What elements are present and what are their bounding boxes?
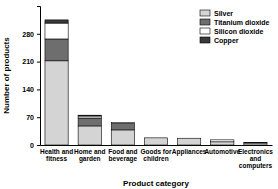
x-axis-title: Product category xyxy=(123,179,189,188)
y-axis-title: Number of products xyxy=(2,37,11,114)
bar-segment xyxy=(78,118,101,126)
x-tick-label: Health andfitness xyxy=(40,148,73,162)
bar-segment xyxy=(144,137,167,138)
plot: 070140210280Health andfitnessHome andgar… xyxy=(22,7,273,171)
legend: Silver Titanium dioxide Silicon dioxide Cop… xyxy=(200,10,270,45)
bar-segment xyxy=(45,39,68,61)
x-tick: Automotive xyxy=(204,148,240,155)
x-tick-label: Food andbeverage xyxy=(108,148,137,163)
x-tick-label: Goods forchildren xyxy=(140,148,172,162)
bar-segment xyxy=(144,138,167,145)
y-tick: 0 xyxy=(30,142,40,149)
x-tick-label-line: Food and xyxy=(108,148,137,155)
x-tick-label: Automotive xyxy=(204,148,240,155)
legend-item: Copper xyxy=(200,37,239,45)
x-tick: Food andbeverage xyxy=(108,148,137,163)
bar-segment xyxy=(78,115,101,117)
y-tick-mark xyxy=(37,62,40,63)
bar-segment xyxy=(244,142,267,143)
bar-segment xyxy=(45,23,68,39)
y-tick-label: 280 xyxy=(22,31,34,38)
series-bars xyxy=(45,39,134,130)
bar-segment xyxy=(178,138,201,139)
x-tick-label-line: garden xyxy=(79,155,101,163)
x-tick-label-line: Home and xyxy=(74,148,105,155)
x-tick-label-line: fitness xyxy=(46,155,67,162)
legend-label: Titanium dioxide xyxy=(214,19,270,26)
legend-item: Titanium dioxide xyxy=(200,19,270,26)
x-tick-label-line: Automotive xyxy=(204,148,240,155)
x-tick-label: Electronicsandcomputers xyxy=(238,148,273,170)
y-tick: 70 xyxy=(26,114,40,121)
bar-segment xyxy=(111,130,134,145)
series-bars xyxy=(45,61,267,145)
legend-label: Silver xyxy=(214,10,233,17)
y-tick-label: 70 xyxy=(26,114,34,121)
x-tick: Electronicsandcomputers xyxy=(238,148,273,170)
bar-segment xyxy=(178,138,201,139)
x-tick-label-line: Goods for xyxy=(140,148,172,155)
legend-swatch xyxy=(200,10,210,16)
y-tick-label: 210 xyxy=(22,58,34,65)
x-tick-label-line: computers xyxy=(239,162,273,170)
y-tick-mark xyxy=(37,89,40,90)
bar-segment xyxy=(144,137,167,138)
x-axis: Health andfitnessHome andgardenFood andb… xyxy=(40,146,273,171)
y-tick: 280 xyxy=(22,31,40,38)
x-tick-label-line: and xyxy=(250,155,262,162)
series-bars xyxy=(45,23,234,142)
y-axis-line xyxy=(37,7,41,146)
y-tick-mark xyxy=(37,117,40,118)
bar-segment xyxy=(244,143,267,144)
bar-segment xyxy=(45,20,68,23)
x-tick: Health andfitness xyxy=(40,148,73,162)
legend-item: Silver xyxy=(200,10,233,17)
x-axis-line xyxy=(41,145,273,146)
bar-segment xyxy=(211,139,234,140)
bars xyxy=(45,20,267,145)
bar-segment xyxy=(78,126,101,145)
bar-segment xyxy=(111,122,134,123)
chart: 070140210280Health andfitnessHome andgar… xyxy=(0,0,278,189)
x-tick-label-line: Health and xyxy=(40,148,73,155)
bar-segment xyxy=(178,138,201,139)
bar-segment xyxy=(244,143,267,145)
x-tick-label-line: Electronics xyxy=(238,148,273,155)
bar-segment xyxy=(211,140,234,142)
y-tick: 140 xyxy=(22,86,40,93)
bar-segment xyxy=(78,116,101,118)
bar-segment xyxy=(178,138,201,145)
legend-item: Silicon dioxide xyxy=(200,28,264,35)
legend-label: Copper xyxy=(214,37,239,45)
x-tick-label: Appliances xyxy=(172,148,207,156)
legend-swatch xyxy=(200,37,210,43)
x-tick-label: Home andgarden xyxy=(74,148,105,163)
y-tick-mark xyxy=(37,34,40,35)
x-tick-label-line: children xyxy=(143,155,168,162)
y-tick-mark xyxy=(37,145,40,146)
bar-segment xyxy=(111,124,134,130)
x-tick: Appliances xyxy=(172,148,207,156)
y-tick-label: 140 xyxy=(22,86,34,93)
x-tick-label-line: beverage xyxy=(109,155,138,163)
bar-segment xyxy=(244,143,267,144)
x-tick: Home andgarden xyxy=(74,148,105,163)
bar-segment xyxy=(144,137,167,138)
x-tick: Goods forchildren xyxy=(140,148,172,162)
bar-segment xyxy=(111,122,134,123)
legend-swatch xyxy=(200,28,210,34)
x-tick-label-line: Appliances xyxy=(172,148,207,156)
legend-swatch xyxy=(200,19,210,25)
y-axis: 0 70 140 210 280 xyxy=(22,7,40,149)
bar-segment xyxy=(211,142,234,145)
series-bars xyxy=(45,20,267,143)
legend-label: Silicon dioxide xyxy=(214,28,264,35)
y-tick: 210 xyxy=(22,58,40,65)
bar-segment xyxy=(45,61,68,145)
y-tick-label: 0 xyxy=(30,142,34,149)
